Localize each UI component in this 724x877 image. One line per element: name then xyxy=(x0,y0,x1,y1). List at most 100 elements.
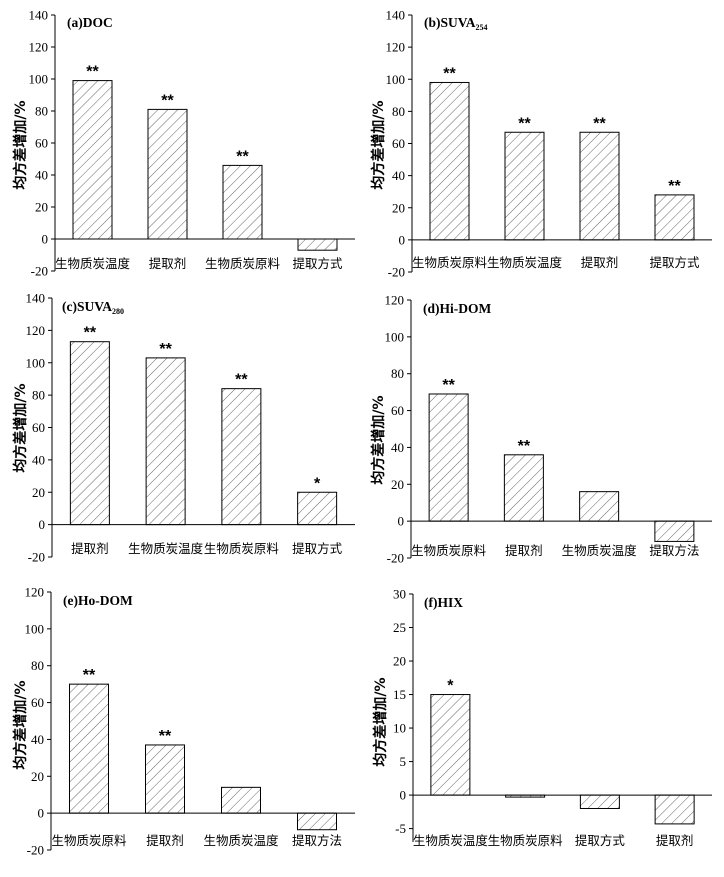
bar xyxy=(579,491,620,522)
panel-title-subscript: 254 xyxy=(476,23,488,32)
x-category-label: 提取方式 xyxy=(649,255,700,270)
x-category-label: 生物质炭温度 xyxy=(203,833,279,848)
significance-marker: ** xyxy=(518,438,531,455)
x-category-label: 生物质炭原料 xyxy=(51,833,127,848)
y-tick-label: 15 xyxy=(393,687,406,702)
y-tick-label: 60 xyxy=(32,420,45,435)
y-tick-label: 60 xyxy=(35,136,48,151)
bar xyxy=(503,454,544,522)
y-tick-label: -20 xyxy=(31,264,48,279)
significance-marker: ** xyxy=(518,115,531,132)
chart-panel-4: -20 0 20 40 60 80 100 120 均方差增加/% (d)Hi-DOM 生物质炭原料… xyxy=(370,293,712,566)
y-tick-label: 80 xyxy=(31,658,44,673)
y-tick-label: 120 xyxy=(385,293,405,308)
bar xyxy=(579,794,620,809)
significance-marker: ** xyxy=(593,115,606,132)
bar xyxy=(145,744,185,814)
y-axis-label: 均方差增加/% xyxy=(370,395,387,484)
y-tick-label: 20 xyxy=(392,200,405,215)
chart-panel-1: -20 0 20 40 60 80 100 120 140 均方差增加/% (a)DOC 生物质炭温度… xyxy=(12,8,355,279)
significance-marker: ** xyxy=(86,64,99,81)
x-category-label: 生物质炭温度 xyxy=(562,543,638,558)
y-tick-label: 40 xyxy=(31,732,44,747)
y-tick-label: 60 xyxy=(392,136,405,151)
x-category-label: 生物质炭原料 xyxy=(204,541,280,556)
y-tick-label: 140 xyxy=(29,8,49,23)
bar xyxy=(654,794,695,825)
x-category-label: 生物质炭原料 xyxy=(412,255,488,270)
significance-marker: ** xyxy=(668,178,681,195)
y-tick-label: 20 xyxy=(31,769,44,784)
bar xyxy=(221,388,262,526)
y-tick-label: 5 xyxy=(400,754,407,769)
significance-marker: ** xyxy=(235,372,248,389)
x-category-label: 提取剂 xyxy=(581,255,619,270)
significance-marker: ** xyxy=(443,65,456,82)
chart-panel-5: -20 0 20 40 60 80 100 120 均方差增加/% (e)Ho-DOM 生物质炭原料… xyxy=(12,585,355,858)
y-tick-label: 40 xyxy=(32,452,45,467)
y-axis-label: 均方差增加/% xyxy=(12,680,29,769)
bar xyxy=(430,694,471,796)
y-tick-label: 120 xyxy=(26,323,46,338)
significance-marker: ** xyxy=(159,341,172,358)
bar xyxy=(147,108,188,240)
y-tick-label: 30 xyxy=(393,587,406,602)
significance-marker: * xyxy=(314,475,321,492)
bar xyxy=(297,238,338,251)
bar xyxy=(504,131,545,241)
significance-marker: ** xyxy=(159,728,172,745)
y-tick-label: 0 xyxy=(400,788,407,803)
y-tick-label: 20 xyxy=(32,485,45,500)
x-category-label: 提取方法 xyxy=(649,543,699,558)
x-category-label: 提取方式 xyxy=(292,541,343,556)
bar xyxy=(297,491,338,526)
bar xyxy=(428,393,469,522)
panel-title: (c)SUVA280 xyxy=(62,299,124,316)
y-tick-label: 40 xyxy=(35,168,48,183)
y-tick-label: -20 xyxy=(387,551,404,566)
y-tick-label: 0 xyxy=(42,232,49,247)
x-category-label: 提取剂 xyxy=(505,543,543,558)
y-axis-label: 均方差增加/% xyxy=(372,677,389,766)
bar xyxy=(72,80,113,240)
x-category-label: 生物质炭温度 xyxy=(128,541,204,556)
y-tick-label: 120 xyxy=(25,585,45,600)
bar xyxy=(654,520,695,542)
x-category-label: 提取方式 xyxy=(292,256,343,271)
y-tick-label: -20 xyxy=(388,265,405,280)
y-tick-label: 60 xyxy=(391,403,404,418)
x-category-label: 提取剂 xyxy=(146,833,184,848)
y-tick-label: -5 xyxy=(395,821,406,836)
y-tick-label: 100 xyxy=(26,355,46,370)
y-tick-label: 100 xyxy=(386,72,406,87)
y-tick-label: 80 xyxy=(32,388,45,403)
significance-marker: ** xyxy=(83,667,96,684)
significance-marker: ** xyxy=(84,325,97,342)
y-tick-label: 10 xyxy=(393,721,406,736)
bar xyxy=(221,786,261,814)
y-tick-label: 40 xyxy=(391,440,404,455)
y-tick-label: 0 xyxy=(38,806,45,821)
panel-title-subscript: 280 xyxy=(112,307,124,316)
y-tick-label: 20 xyxy=(393,654,406,669)
x-category-label: 生物质炭温度 xyxy=(487,255,563,270)
y-tick-label: 140 xyxy=(26,291,46,306)
bar xyxy=(429,81,470,241)
y-tick-label: 0 xyxy=(39,517,46,532)
y-tick-label: 100 xyxy=(25,621,45,636)
y-axis-label: 均方差增加/% xyxy=(12,383,29,472)
y-tick-label: 120 xyxy=(29,40,49,55)
x-category-label: 生物质炭原料 xyxy=(411,543,487,558)
y-tick-label: -20 xyxy=(28,550,45,565)
x-category-label: 提取方法 xyxy=(292,833,342,848)
panel-title: (b)SUVA254 xyxy=(424,15,488,32)
chart-panel-3: -20 0 20 40 60 80 100 120 140 均方差增加/% (c)SUVA280 提取… xyxy=(12,291,355,565)
bar xyxy=(145,357,186,526)
y-axis-label: 均方差增加/% xyxy=(12,100,29,189)
significance-marker: * xyxy=(447,678,454,695)
y-tick-label: 140 xyxy=(386,8,406,23)
y-tick-label: 60 xyxy=(31,695,44,710)
y-tick-label: 20 xyxy=(391,477,404,492)
y-tick-label: 0 xyxy=(398,514,405,529)
